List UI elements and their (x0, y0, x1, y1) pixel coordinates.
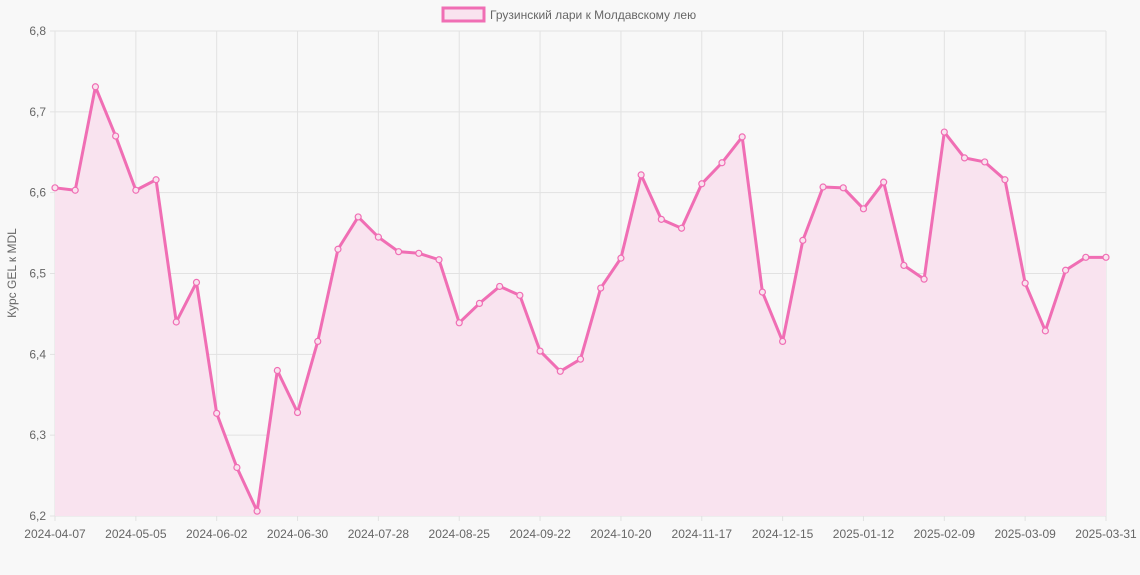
data-point (152, 176, 160, 184)
y-tick-label: 6,6 (29, 186, 46, 200)
data-point (597, 284, 605, 292)
data-point (1082, 253, 1090, 261)
legend-label: Грузинский лари к Молдавскому лею (490, 8, 696, 22)
data-point (1001, 176, 1009, 184)
y-axis-label: Курс GEL к MDL (5, 228, 19, 318)
x-tick-label: 2024-04-07 (24, 527, 86, 541)
data-point (779, 337, 787, 345)
data-point (738, 133, 746, 141)
data-point (394, 248, 403, 256)
data-point (940, 128, 948, 136)
y-tick-label: 6,2 (29, 509, 46, 523)
data-point (496, 282, 504, 291)
data-point (132, 186, 140, 194)
data-point (617, 254, 625, 262)
data-point (859, 205, 868, 213)
data-point (657, 215, 665, 223)
x-tick-label: 2024-08-25 (429, 527, 491, 541)
data-point (1041, 327, 1049, 335)
series-area (55, 86, 1106, 517)
data-point (718, 159, 726, 167)
data-point (354, 213, 362, 221)
y-axis: 6,2 6,3 6,4 6,5 6,6 6,7 6,8 (29, 24, 46, 523)
data-point (415, 249, 423, 257)
data-point (960, 154, 969, 162)
x-tick-label: 2024-06-30 (267, 527, 329, 541)
data-point (475, 299, 484, 308)
y-tick-label: 6,5 (29, 267, 46, 281)
data-point (516, 291, 524, 299)
x-tick-label: 2025-01-12 (833, 527, 895, 541)
y-tick-label: 6,7 (29, 105, 46, 119)
legend-swatch (441, 6, 486, 23)
y-tick-label: 6,8 (29, 24, 46, 38)
data-point (556, 367, 564, 375)
data-point (536, 347, 544, 355)
y-tick-label: 6,3 (29, 428, 46, 442)
data-point (880, 178, 888, 186)
data-point (172, 318, 180, 326)
data-point (71, 186, 79, 194)
x-tick-label: 2024-07-28 (348, 527, 410, 541)
x-tick-label: 2024-12-15 (752, 527, 814, 541)
data-point (112, 132, 120, 140)
data-point (273, 366, 281, 375)
data-point (900, 261, 908, 270)
data-point (799, 236, 807, 244)
data-point (253, 507, 261, 515)
x-tick-label: 2025-02-09 (914, 527, 976, 541)
series-points (51, 83, 1110, 515)
data-point (91, 83, 100, 91)
x-tick-label: 2024-06-02 (186, 527, 248, 541)
data-point (192, 278, 201, 286)
y-tick-label: 6,4 (29, 347, 46, 361)
data-point (314, 337, 322, 345)
legend[interactable]: Грузинский лари к Молдавскому лею (441, 6, 696, 23)
x-tick-label: 2024-11-17 (672, 527, 733, 541)
x-tick-label: 2024-05-05 (105, 527, 167, 541)
data-point (1102, 253, 1110, 261)
data-point (920, 275, 928, 283)
data-point (758, 288, 767, 296)
data-point (1061, 266, 1070, 274)
data-point (839, 184, 847, 192)
data-point (233, 463, 241, 472)
data-point (576, 355, 585, 363)
data-point (981, 158, 989, 166)
data-point (637, 171, 645, 179)
data-point (293, 408, 302, 417)
data-point (435, 256, 443, 264)
x-tick-label: 2025-03-31 (1075, 527, 1137, 541)
data-point (213, 409, 221, 417)
data-point (1021, 279, 1029, 287)
data-point (455, 319, 463, 327)
data-point (51, 184, 59, 192)
data-point (677, 224, 686, 232)
data-point (374, 233, 382, 241)
x-tick-label: 2025-03-09 (994, 527, 1056, 541)
data-point (334, 245, 342, 253)
x-axis: 2024-04-07 2024-05-05 2024-06-02 2024-06-30… (24, 527, 1137, 541)
data-point (698, 180, 706, 188)
x-tick-label: 2024-10-20 (590, 527, 652, 541)
data-point (819, 183, 827, 191)
x-tick-label: 2024-09-22 (509, 527, 571, 541)
